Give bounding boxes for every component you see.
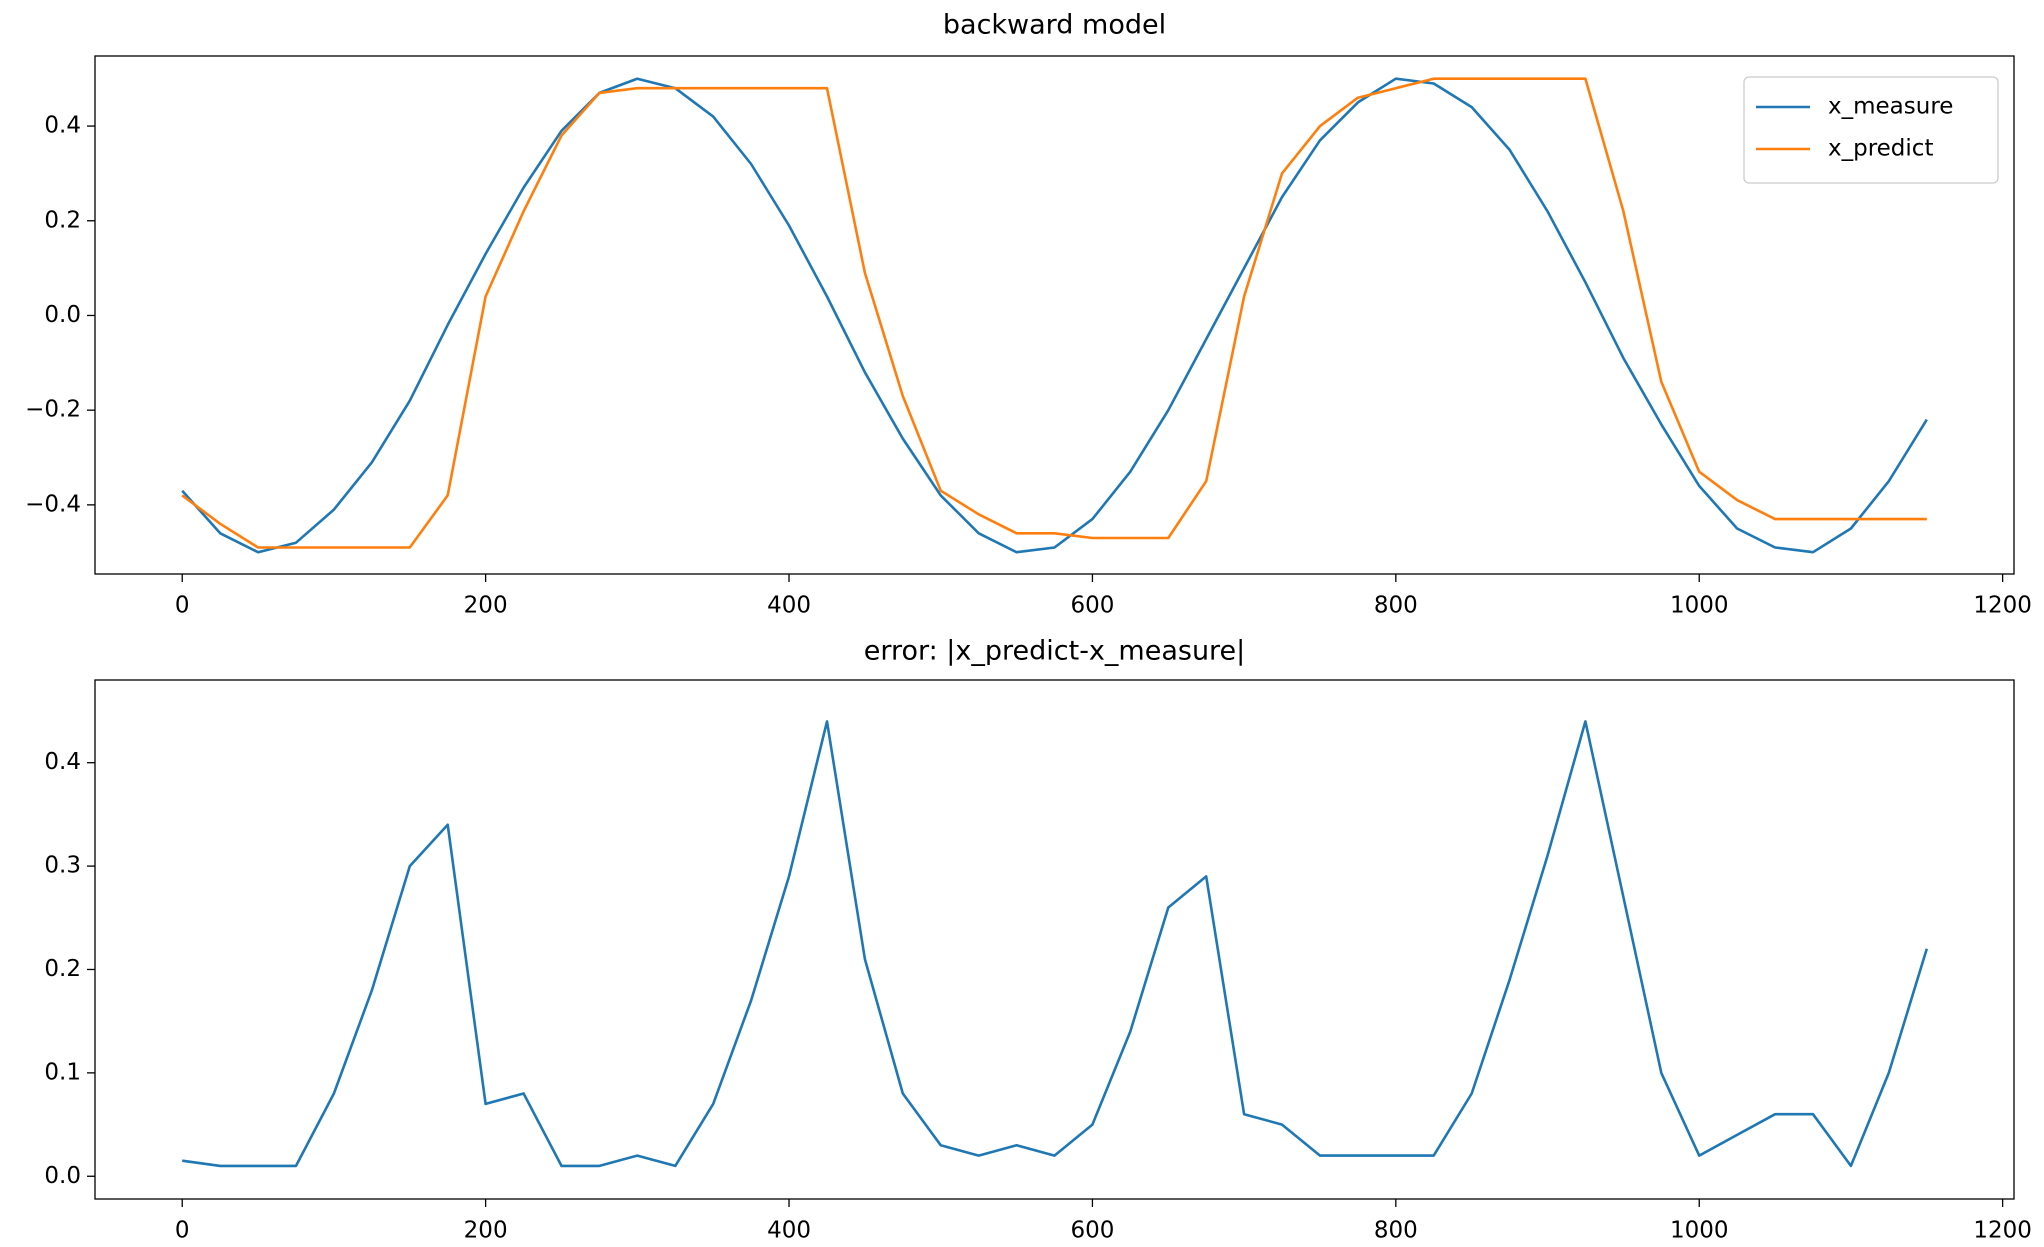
legend-label: x_predict [1828,136,1933,162]
y-tick-label: 0.4 [44,113,81,139]
x-tick-label: 400 [767,593,811,619]
x-tick-label: 400 [767,1218,811,1244]
series-line [181,77,1927,549]
chart-title: backward model [943,10,1166,41]
x-tick-label: 200 [464,593,508,619]
legend-label: x_measure [1828,94,1953,120]
x-tick-label: 200 [464,1218,508,1244]
y-tick-label: 0.4 [44,749,81,775]
chart-title: error: |x_predict-x_measure| [864,636,1246,667]
series-line [181,77,1928,554]
legend-box [1743,76,1999,184]
y-tick-label: 0.1 [44,1059,81,1085]
x-tick-label: 0 [175,593,190,619]
y-tick-label: −0.4 [25,491,81,517]
axes-frame [94,679,2015,1200]
x-tick-label: 600 [1070,1218,1114,1244]
y-tick-label: −0.2 [25,397,81,423]
y-tick-label: 0.0 [44,1163,81,1189]
x-tick-label: 800 [1374,1218,1418,1244]
y-tick-label: 0.0 [44,302,81,328]
y-tick-label: 0.3 [44,853,81,879]
x-tick-label: 0 [175,1218,190,1244]
series-line [182,720,1929,1168]
x-tick-label: 800 [1374,593,1418,619]
x-tick-label: 1200 [1973,593,2032,619]
y-tick-label: 0.2 [44,207,81,233]
x-tick-label: 600 [1070,593,1114,619]
x-tick-label: 1000 [1670,593,1729,619]
y-tick-label: 0.2 [44,956,81,982]
x-tick-label: 1000 [1670,1218,1729,1244]
axes-frame [94,55,2015,575]
x-tick-label: 1200 [1973,1218,2032,1244]
